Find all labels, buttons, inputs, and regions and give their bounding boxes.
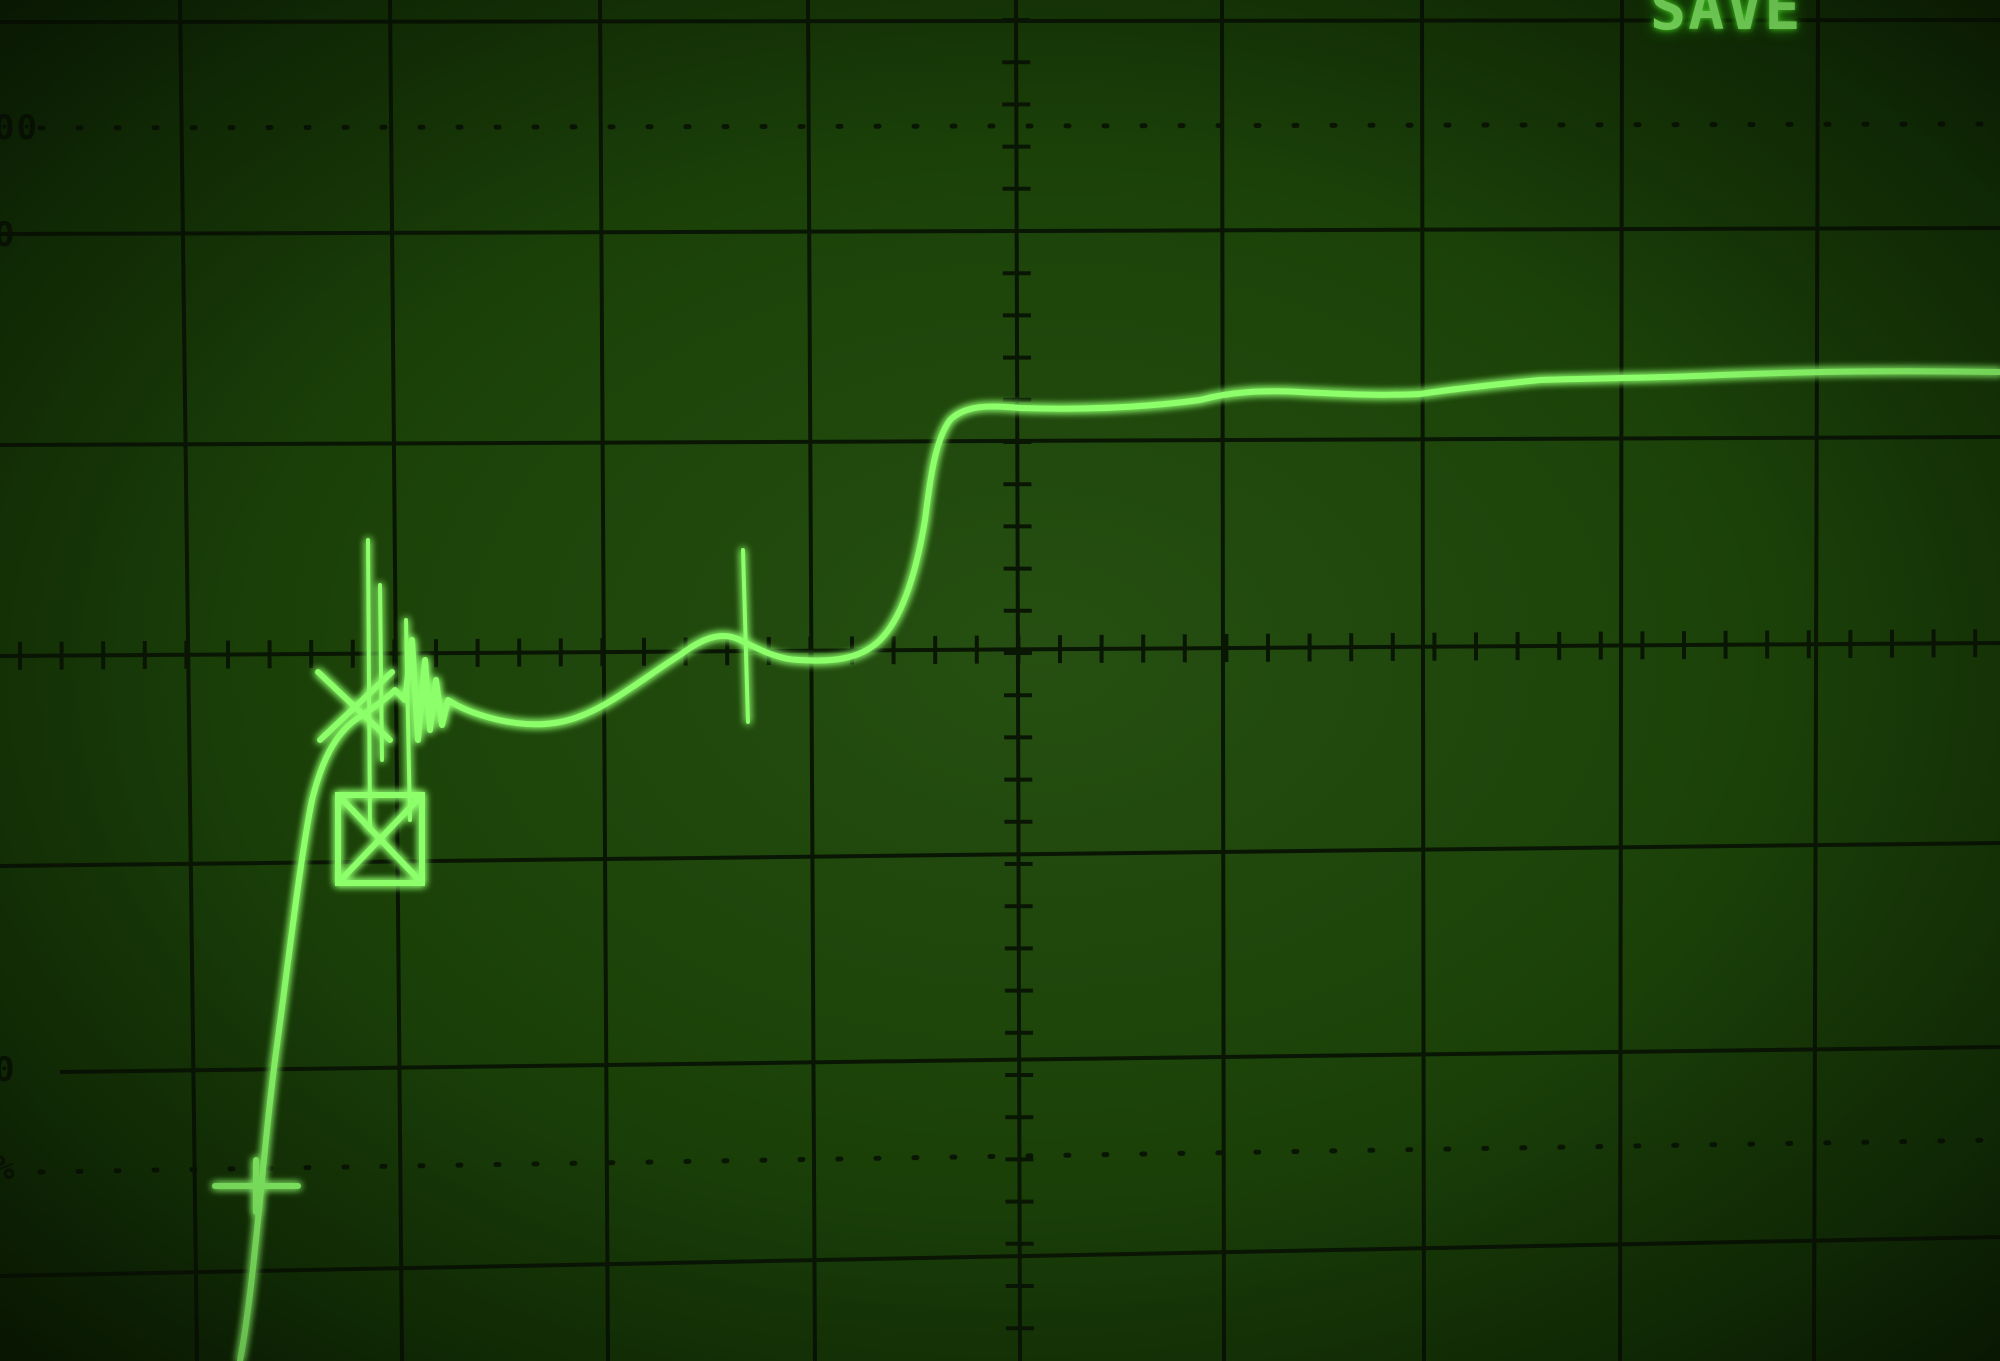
grid-vertical-line: [388, 0, 404, 1361]
grid-horizontal-line: [59, 1045, 2000, 1074]
grid-vertical-line: [806, 0, 817, 1361]
grid-horizontal-line: [0, 435, 2000, 447]
grid-horizontal-line: [0, 226, 2000, 236]
grid-vertical-line: [1618, 0, 1624, 1361]
plus-cursor-icon: [212, 1157, 301, 1215]
waveform: [237, 368, 2000, 1361]
grid-horizontal-line: [0, 1235, 2000, 1278]
center-axis-ticks: [18, 18, 1978, 1331]
edge-label-percent: %: [0, 1148, 16, 1188]
edge-label-upper: 0: [0, 215, 17, 255]
grid-vertical-line: [1220, 0, 1226, 1361]
box-cross-icon: [335, 792, 425, 886]
grid-horizontal-line: [0, 641, 2000, 658]
dotted-line-upper: [37, 121, 2000, 131]
grid-vertical-line: [1014, 0, 1022, 1361]
waveform-trace: [237, 368, 2000, 1361]
edge-label-top: 00: [0, 108, 39, 148]
grid-vertical-line: [1420, 0, 1426, 1361]
grid-vertical-line: [598, 0, 610, 1361]
trace-spike: [366, 538, 750, 832]
grid-horizontal-line: [0, 841, 2000, 868]
grid-vertical-line: [1812, 0, 1820, 1361]
mode-readout: SAVE: [1650, 0, 1803, 44]
grid-horizontal-line: [0, 18, 2000, 24]
cursor-markers: [212, 669, 425, 1215]
dotted-reference-lines: [37, 121, 2000, 1175]
edge-label-lower: 0: [0, 1050, 17, 1090]
box-cursor-icon: [335, 792, 425, 886]
dotted-line-lower: [37, 1137, 2000, 1175]
x-cursor-icon: [315, 669, 395, 743]
grid-vertical-line: [178, 0, 199, 1361]
